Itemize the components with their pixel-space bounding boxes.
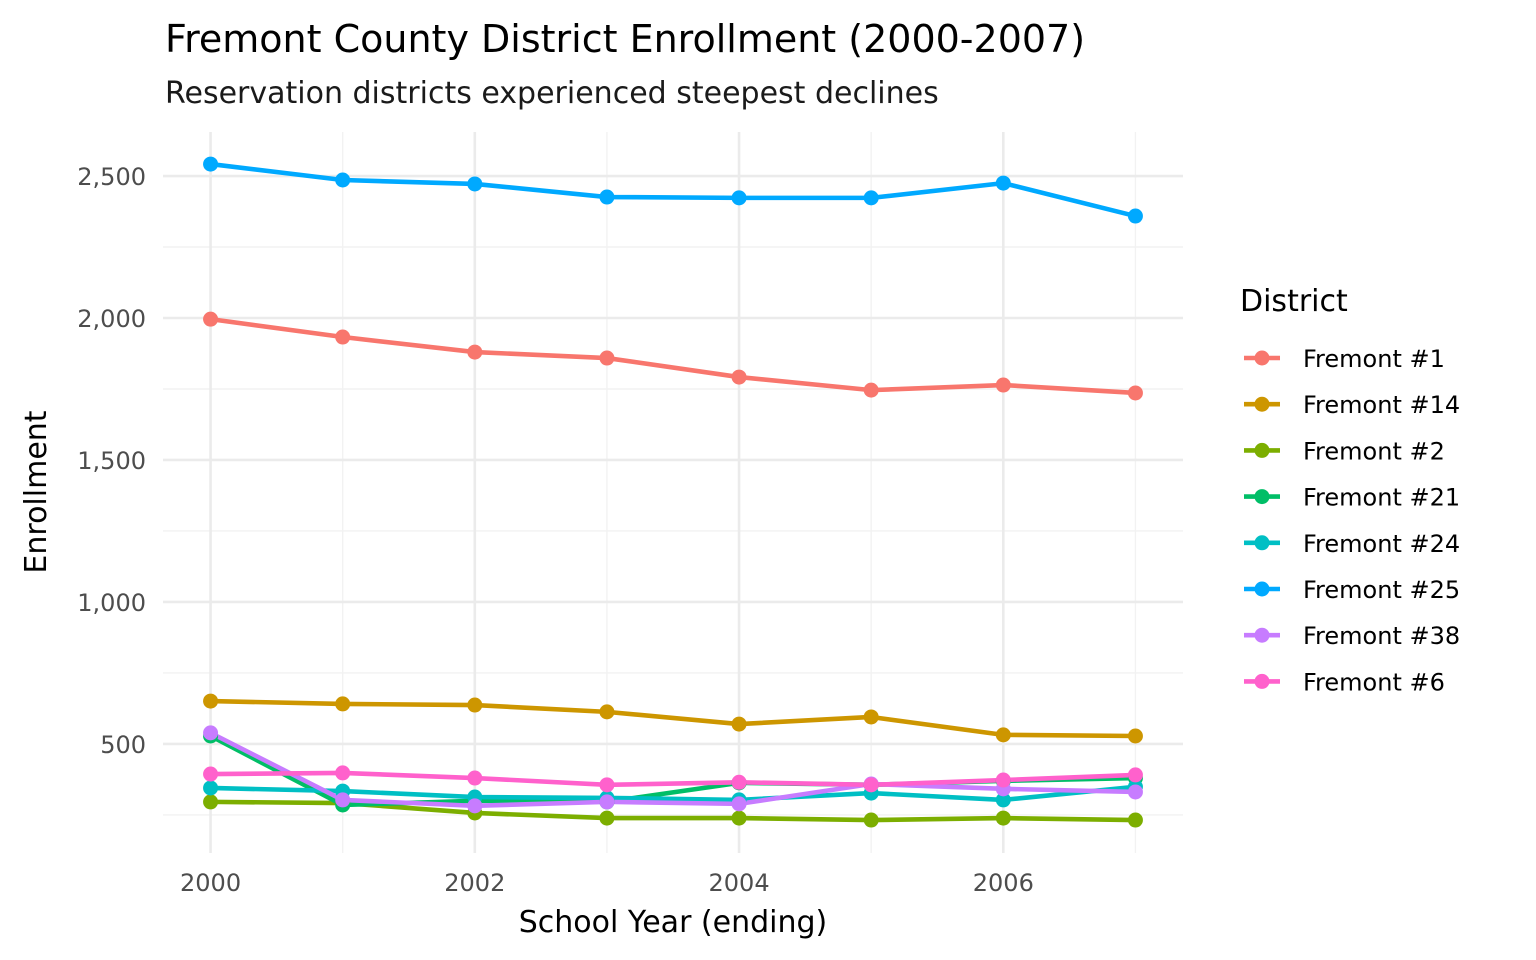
data-point-fremont-6 bbox=[203, 766, 219, 782]
series-line-fremont-24 bbox=[210, 784, 1136, 803]
legend-key-point bbox=[1254, 535, 1270, 551]
legend-item: Fremont #21 bbox=[1244, 484, 1460, 512]
legend-label: Fremont #1 bbox=[1303, 345, 1445, 373]
data-point-fremont-14 bbox=[995, 727, 1011, 743]
data-point-fremont-25 bbox=[599, 189, 615, 205]
legend-key-point bbox=[1254, 396, 1270, 412]
legend: District Fremont #1 Fremont #14 Fremont #2… bbox=[1240, 284, 1460, 696]
legend-label: Fremont #24 bbox=[1303, 530, 1460, 558]
data-point-fremont-1 bbox=[731, 369, 747, 385]
y-tick-label: 500 bbox=[100, 731, 146, 759]
data-point-fremont-25 bbox=[335, 172, 351, 188]
data-point-fremont-25 bbox=[995, 175, 1011, 191]
data-point-fremont-1 bbox=[203, 311, 219, 327]
series-points bbox=[203, 156, 1143, 828]
legend-item: Fremont #6 bbox=[1244, 668, 1445, 696]
data-point-fremont-25 bbox=[203, 156, 219, 172]
x-axis-title: School Year (ending) bbox=[519, 905, 828, 940]
data-point-fremont-25 bbox=[467, 176, 483, 192]
data-point-fremont-24 bbox=[995, 792, 1011, 808]
y-axis-ticks: 500 1,000 1,500 2,000 2,500 bbox=[77, 163, 146, 759]
data-point-fremont-6 bbox=[1127, 767, 1143, 783]
legend-label: Fremont #6 bbox=[1303, 668, 1445, 696]
data-point-fremont-6 bbox=[863, 777, 879, 793]
data-point-fremont-14 bbox=[203, 693, 219, 709]
data-point-fremont-2 bbox=[203, 794, 219, 810]
data-point-fremont-2 bbox=[1127, 812, 1143, 828]
y-tick-label: 2,500 bbox=[77, 163, 146, 191]
data-point-fremont-38 bbox=[731, 796, 747, 812]
legend-item: Fremont #1 bbox=[1244, 345, 1445, 373]
legend-key-point bbox=[1254, 627, 1270, 643]
data-point-fremont-2 bbox=[863, 812, 879, 828]
data-point-fremont-1 bbox=[599, 350, 615, 366]
data-point-fremont-14 bbox=[599, 704, 615, 720]
legend-item: Fremont #38 bbox=[1244, 622, 1460, 650]
data-point-fremont-38 bbox=[203, 725, 219, 741]
legend-title: District bbox=[1240, 284, 1348, 319]
legend-items: Fremont #1 Fremont #14 Fremont #2 Fremont #… bbox=[1244, 345, 1460, 696]
series-line-fremont-38 bbox=[209, 730, 1136, 809]
series-line-fremont-1 bbox=[210, 316, 1136, 396]
data-point-fremont-14 bbox=[1127, 728, 1143, 744]
data-point-fremont-6 bbox=[335, 765, 351, 781]
data-point-fremont-14 bbox=[467, 697, 483, 713]
data-point-fremont-24 bbox=[203, 780, 219, 796]
data-point-fremont-14 bbox=[731, 716, 747, 732]
data-point-fremont-2 bbox=[599, 810, 615, 826]
x-tick-label: 2006 bbox=[973, 869, 1034, 897]
grid bbox=[163, 132, 1183, 853]
y-tick-label: 2,000 bbox=[77, 305, 146, 333]
y-tick-label: 1,500 bbox=[77, 447, 146, 475]
data-point-fremont-1 bbox=[335, 329, 351, 345]
data-point-fremont-25 bbox=[1127, 208, 1143, 224]
legend-item: Fremont #14 bbox=[1244, 391, 1460, 419]
legend-label: Fremont #21 bbox=[1303, 484, 1460, 512]
series-lines bbox=[209, 161, 1136, 823]
y-axis-title: Enrollment bbox=[19, 410, 54, 573]
data-point-fremont-38 bbox=[467, 798, 483, 814]
legend-item: Fremont #2 bbox=[1244, 437, 1445, 465]
data-point-fremont-14 bbox=[335, 696, 351, 712]
data-point-fremont-14 bbox=[863, 709, 879, 725]
legend-key-point bbox=[1254, 442, 1270, 458]
data-point-fremont-6 bbox=[599, 777, 615, 793]
legend-key-point bbox=[1254, 489, 1270, 505]
data-point-fremont-6 bbox=[731, 774, 747, 790]
y-tick-label: 1,000 bbox=[77, 589, 146, 617]
data-point-fremont-38 bbox=[1127, 784, 1143, 800]
data-point-fremont-2 bbox=[995, 810, 1011, 826]
x-tick-label: 2004 bbox=[709, 869, 770, 897]
legend-item: Fremont #25 bbox=[1244, 576, 1460, 604]
data-point-fremont-1 bbox=[1127, 385, 1143, 401]
series-line-fremont-25 bbox=[210, 161, 1136, 219]
data-point-fremont-6 bbox=[995, 772, 1011, 788]
legend-label: Fremont #2 bbox=[1303, 437, 1445, 465]
data-point-fremont-38 bbox=[599, 794, 615, 810]
legend-label: Fremont #38 bbox=[1303, 622, 1460, 650]
data-point-fremont-1 bbox=[863, 382, 879, 398]
chart-subtitle: Reservation districts experienced steepe… bbox=[165, 76, 939, 111]
series-line-fremont-14 bbox=[210, 698, 1136, 739]
legend-label: Fremont #14 bbox=[1303, 391, 1460, 419]
legend-key-point bbox=[1254, 673, 1270, 689]
data-point-fremont-25 bbox=[863, 190, 879, 206]
series-line-fremont-6 bbox=[210, 770, 1136, 788]
data-point-fremont-38 bbox=[335, 792, 351, 808]
legend-label: Fremont #25 bbox=[1303, 576, 1460, 604]
x-tick-label: 2000 bbox=[180, 869, 241, 897]
data-point-fremont-6 bbox=[467, 770, 483, 786]
data-point-fremont-2 bbox=[731, 810, 747, 826]
x-tick-label: 2002 bbox=[444, 869, 505, 897]
data-point-fremont-1 bbox=[995, 377, 1011, 393]
data-point-fremont-25 bbox=[731, 190, 747, 206]
legend-key-point bbox=[1254, 581, 1270, 597]
legend-item: Fremont #24 bbox=[1244, 530, 1460, 558]
legend-key-point bbox=[1254, 350, 1270, 366]
x-axis-ticks: 2000 2002 2004 2006 bbox=[180, 869, 1034, 897]
chart-title: Fremont County District Enrollment (2000… bbox=[165, 17, 1085, 61]
data-point-fremont-1 bbox=[467, 344, 483, 360]
